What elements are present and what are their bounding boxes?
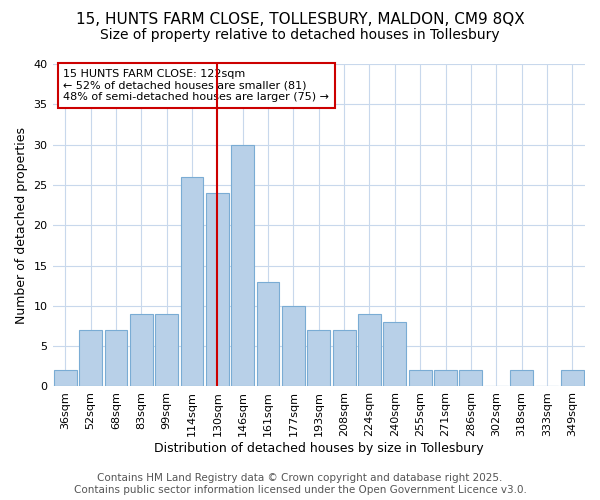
Bar bbox=[434, 370, 457, 386]
Text: 15, HUNTS FARM CLOSE, TOLLESBURY, MALDON, CM9 8QX: 15, HUNTS FARM CLOSE, TOLLESBURY, MALDON… bbox=[76, 12, 524, 28]
Bar bbox=[130, 314, 152, 386]
Y-axis label: Number of detached properties: Number of detached properties bbox=[15, 126, 28, 324]
Text: Size of property relative to detached houses in Tollesbury: Size of property relative to detached ho… bbox=[100, 28, 500, 42]
Bar bbox=[460, 370, 482, 386]
Bar bbox=[510, 370, 533, 386]
Bar bbox=[383, 322, 406, 386]
Bar bbox=[257, 282, 280, 387]
Bar bbox=[181, 177, 203, 386]
Bar bbox=[282, 306, 305, 386]
Bar bbox=[54, 370, 77, 386]
Text: 15 HUNTS FARM CLOSE: 122sqm
← 52% of detached houses are smaller (81)
48% of sem: 15 HUNTS FARM CLOSE: 122sqm ← 52% of det… bbox=[63, 69, 329, 102]
Text: Contains HM Land Registry data © Crown copyright and database right 2025.
Contai: Contains HM Land Registry data © Crown c… bbox=[74, 474, 526, 495]
Bar bbox=[409, 370, 431, 386]
Bar bbox=[104, 330, 127, 386]
Bar bbox=[231, 144, 254, 386]
X-axis label: Distribution of detached houses by size in Tollesbury: Distribution of detached houses by size … bbox=[154, 442, 484, 455]
Bar bbox=[155, 314, 178, 386]
Bar bbox=[79, 330, 102, 386]
Bar bbox=[333, 330, 356, 386]
Bar bbox=[358, 314, 381, 386]
Bar bbox=[561, 370, 584, 386]
Bar bbox=[206, 193, 229, 386]
Bar bbox=[307, 330, 330, 386]
